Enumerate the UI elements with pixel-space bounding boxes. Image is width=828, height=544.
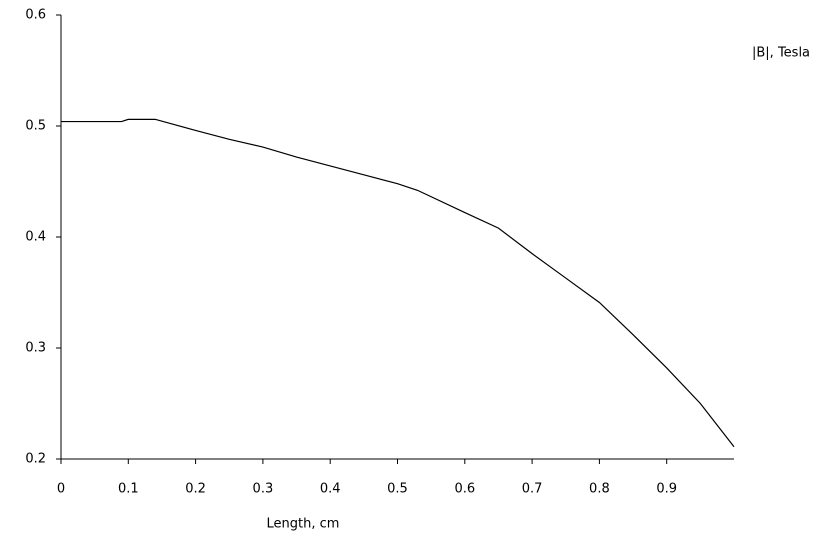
y-axis-label: |B|, Tesla [752, 46, 810, 61]
x-tick-label: 0.8 [589, 482, 610, 497]
x-tick-label: 0.3 [253, 482, 274, 497]
x-tick-label: 0.4 [320, 482, 341, 497]
y-tick-label: 0.6 [25, 8, 46, 23]
y-tick-label: 0.3 [25, 341, 46, 356]
x-tick-label: 0.9 [656, 482, 677, 497]
x-tick-label: 0.6 [454, 482, 475, 497]
data-line [61, 118, 735, 448]
y-tick-label: 0.5 [25, 119, 46, 134]
x-axis-label: Length, cm [267, 517, 340, 532]
x-tick-label: 0.1 [118, 482, 139, 497]
y-tick-label: 0.2 [25, 452, 46, 467]
x-tick-label: 0.7 [522, 482, 543, 497]
x-tick-label: 0.5 [387, 482, 408, 497]
y-tick-label: 0.4 [25, 230, 46, 245]
x-tick-label: 0 [57, 482, 65, 497]
x-tick-label: 0.2 [185, 482, 206, 497]
